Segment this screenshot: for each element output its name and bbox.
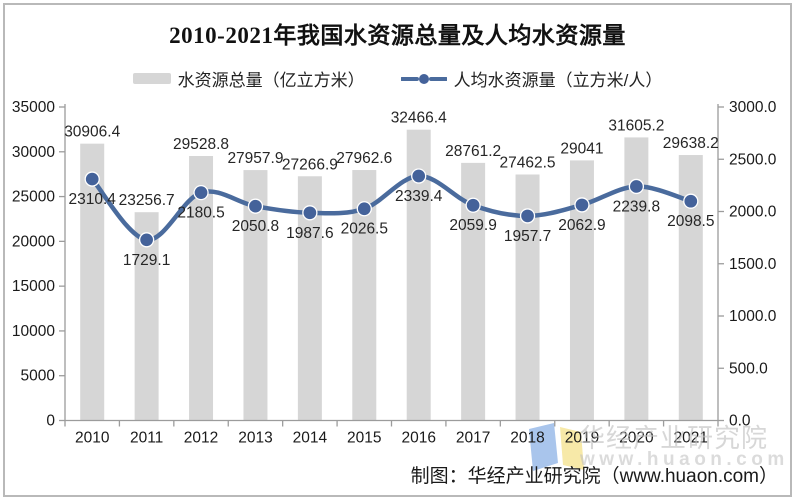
right-axis-tick: 3000.0 — [729, 99, 777, 116]
x-axis-label-2012: 2012 — [184, 430, 218, 447]
credit-text: 制图：华经产业研究院（www.huaon.com） — [410, 466, 778, 487]
line-point-2015 — [356, 201, 372, 217]
bar-label-2013: 27957.9 — [227, 150, 283, 167]
chart-legend: 水资源总量（亿立方米） 人均水资源量（立方米/人） — [0, 66, 795, 91]
line-point-2020 — [628, 178, 645, 195]
line-series-swatch — [400, 73, 447, 84]
legend-label-per-capita: 人均水资源量（立方米/人） — [453, 71, 663, 90]
line-label-2021: 2098.5 — [667, 213, 714, 230]
left-axis-tick: 0 — [46, 413, 55, 430]
watermark-url: www.huaon.com — [580, 449, 789, 470]
x-axis-label-2021: 2021 — [674, 430, 708, 447]
line-label-2013: 2050.8 — [232, 218, 279, 235]
right-axis-tick: 500.0 — [729, 360, 768, 377]
x-axis-label-2018: 2018 — [510, 430, 544, 447]
watermark-text: 华经产业研究院 — [579, 423, 769, 453]
bar-label-2017: 28761.2 — [445, 143, 501, 160]
right-axis-tick: 2000.0 — [729, 204, 777, 221]
bar-label-2018: 27462.5 — [500, 155, 556, 172]
line-point-2021 — [683, 193, 699, 209]
line-label-2018: 1957.7 — [504, 228, 551, 245]
line-point-2014 — [302, 205, 318, 221]
line-label-2011: 1729.1 — [123, 252, 170, 269]
bar-label-2019: 29041 — [560, 140, 603, 157]
line-label-2020: 2239.8 — [613, 198, 660, 215]
bar-label-2021: 29638.2 — [663, 135, 719, 152]
bar-series-swatch — [132, 73, 171, 84]
line-label-2010: 2310.4 — [68, 191, 116, 208]
right-axis-tick: 1500.0 — [729, 256, 777, 273]
x-axis-label-2017: 2017 — [456, 430, 490, 447]
line-point-2017 — [465, 197, 481, 213]
bar-label-2010: 30906.4 — [64, 124, 120, 141]
legend-item-per-capita: 人均水资源量（立方米/人） — [400, 66, 663, 91]
legend-item-total-water: 水资源总量（亿立方米） — [132, 66, 365, 91]
chart-title: 2010-2021年我国水资源总量及人均水资源量 — [169, 23, 626, 48]
bar-label-2015: 27962.6 — [336, 150, 392, 167]
bar-label-2014: 27266.9 — [282, 156, 338, 173]
line-label-2014: 1987.6 — [286, 225, 333, 242]
bar-2013 — [243, 170, 268, 421]
left-axis-tick: 20000 — [12, 233, 55, 250]
x-axis-label-2014: 2014 — [293, 430, 328, 447]
line-point-2011 — [138, 232, 155, 248]
line-point-2010 — [84, 171, 100, 187]
line-point-2016 — [411, 168, 427, 184]
x-axis-label-2010: 2010 — [75, 430, 110, 447]
left-axis-tick: 25000 — [12, 189, 55, 206]
left-axis-tick: 35000 — [12, 99, 55, 116]
right-axis-tick: 1000.0 — [729, 308, 777, 325]
left-axis-tick: 15000 — [12, 278, 55, 295]
line-point-2019 — [574, 197, 590, 213]
right-axis-tick: 0.0 — [729, 413, 751, 430]
x-axis-label-2011: 2011 — [130, 430, 163, 447]
x-axis-label-2019: 2019 — [565, 430, 599, 447]
line-label-2012: 2180.5 — [177, 205, 224, 222]
line-label-2019: 2062.9 — [558, 217, 605, 234]
bar-label-2016: 32466.4 — [391, 110, 447, 127]
left-axis-tick: 30000 — [12, 144, 55, 161]
line-label-2016: 2339.4 — [395, 188, 443, 205]
x-axis-label-2015: 2015 — [347, 430, 381, 447]
bar-label-2012: 29528.8 — [173, 136, 229, 153]
line-point-2012 — [193, 184, 209, 201]
bar-label-2020: 31605.2 — [608, 117, 664, 134]
right-axis-tick: 2500.0 — [729, 151, 777, 168]
line-label-2017: 2059.9 — [449, 217, 496, 234]
left-axis-tick: 5000 — [21, 368, 56, 385]
x-axis-label-2013: 2013 — [238, 430, 272, 447]
line-point-2013 — [247, 198, 264, 214]
line-point-2018 — [519, 208, 536, 224]
x-axis-label-2016: 2016 — [401, 430, 435, 447]
bar-label-2011: 23256.7 — [119, 192, 175, 209]
line-label-2015: 2026.5 — [341, 221, 388, 238]
huaon-logo-icon — [529, 423, 584, 471]
legend-label-total-water: 水资源总量（亿立方米） — [177, 71, 365, 90]
x-axis-label-2020: 2020 — [619, 430, 654, 447]
left-axis-tick: 10000 — [12, 323, 55, 340]
